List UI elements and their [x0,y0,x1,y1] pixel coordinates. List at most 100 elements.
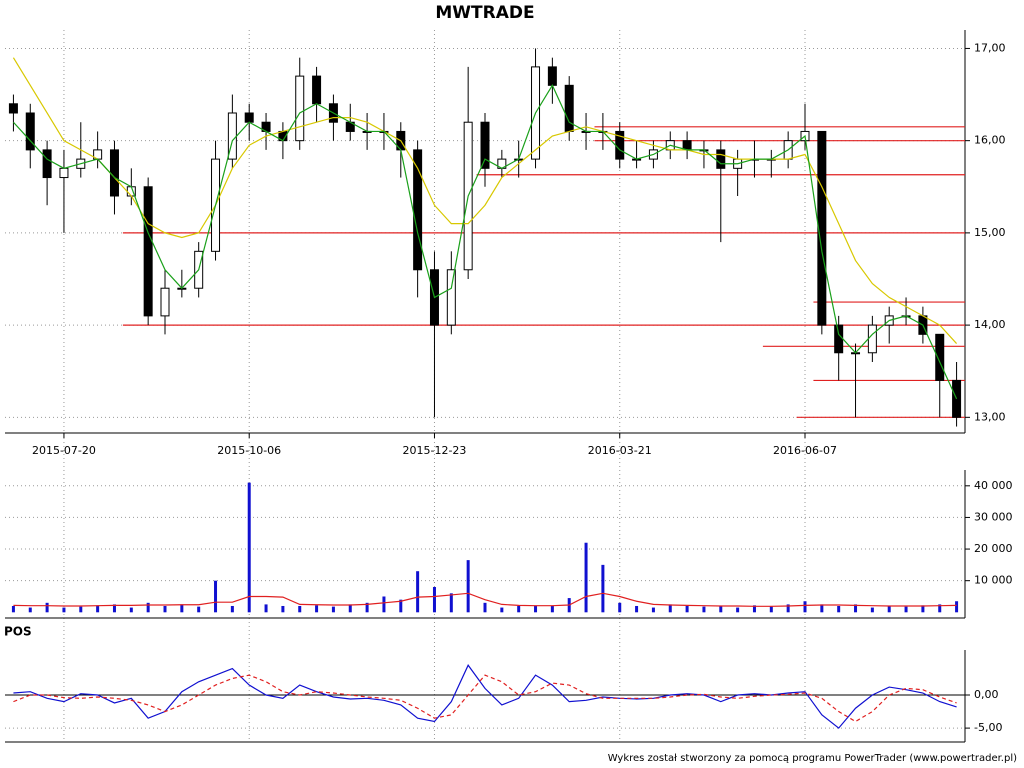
oscillator-line [13,674,957,723]
volume-bar [45,602,49,613]
y-tick-label: 30 000 [974,510,1013,523]
volume-bar [702,606,706,613]
volume-bar [466,560,470,613]
volume-bar [786,604,790,613]
volume-bar [483,602,487,613]
volume-average [13,592,957,607]
volume-bar [180,604,184,613]
volume-bar [736,607,740,613]
volume-bar [955,601,959,613]
footer: Wykres został stworzony za pomocą progra… [608,753,1017,764]
volume-bar [534,605,538,613]
volume-bar [416,571,420,613]
panel-title: POS [4,625,32,639]
candle-body [312,75,322,105]
volume-bar [382,596,386,613]
y-tick-label: -5,00 [974,721,1002,734]
y-tick-label: 40 000 [974,479,1013,492]
volume-bar [298,605,302,613]
volume-bar [635,605,639,613]
oscillator-line [13,664,957,729]
y-tick-label: 10 000 [974,574,1013,587]
volume-bar [315,605,319,613]
candle-body [143,186,153,317]
candle-body [935,333,945,381]
volume-bar [668,604,672,613]
candle-body [8,103,18,114]
volume-bar [651,607,655,613]
volume-bar [365,602,369,613]
volume-bar [550,605,554,613]
volume-bar [938,604,942,613]
y-tick-label: 15,00 [974,226,1006,239]
volume-bar [96,605,100,613]
y-tick-label: 16,00 [974,134,1006,147]
volume-bar [618,602,622,613]
volume-bar [449,593,453,613]
volume-bar [112,604,116,613]
candle-body [160,287,170,317]
candle-body [446,269,456,326]
candle-body [295,75,305,142]
candle-body [867,324,877,354]
volume-bar [214,580,218,613]
volume-bar [79,606,83,613]
volume-bar [129,607,133,613]
x-tick-label: 2015-10-06 [217,444,281,457]
volume-bar [11,605,15,613]
candle-body [25,112,35,151]
volume-bar [719,605,723,613]
volume-bar [399,599,403,613]
volume-bar [854,604,858,613]
x-tick-label: 2016-06-07 [773,444,837,457]
volume-bar [230,605,234,613]
y-tick-label: 13,00 [974,410,1006,423]
volume-bar [163,605,167,613]
volume-bar [601,564,605,613]
candle-body [817,130,827,326]
candle-body [547,66,557,86]
candle-body [413,149,423,271]
volume-bar [584,542,588,613]
candle-body [109,149,119,197]
volume-bar [887,605,891,613]
moving-average [12,57,958,344]
volume-bar [28,607,32,613]
y-tick-label: 0,00 [974,688,999,701]
candle-body [564,84,574,132]
volume-bar [247,482,251,613]
candle-body [834,324,844,354]
volume-bar [264,604,268,613]
volume-bar [904,606,908,613]
x-tick-label: 2015-07-20 [32,444,96,457]
chart-title: MWTRADE [435,3,534,23]
volume-bar [197,606,201,613]
volume-bar [500,607,504,613]
y-tick-label: 14,00 [974,318,1006,331]
candle-body [59,167,69,179]
y-tick-label: 20 000 [974,542,1013,555]
x-tick-label: 2016-03-21 [588,444,652,457]
volume-bar [517,605,521,613]
volume-bar [803,601,807,613]
volume-bar [146,602,150,613]
volume-bar [820,604,824,613]
volume-bar [921,605,925,613]
volume-bar [348,604,352,613]
volume-bar [837,605,841,613]
volume-bar [331,606,335,613]
moving-average [12,84,958,400]
volume-bar [870,607,874,613]
volume-bar [769,606,773,613]
volume-bar [432,587,436,613]
volume-bar [685,605,689,613]
candle-body [244,112,254,123]
y-tick-label: 17,00 [974,41,1006,54]
x-tick-label: 2015-12-23 [403,444,467,457]
volume-bar [281,605,285,613]
candle-body [480,121,490,169]
volume-bar [752,605,756,613]
candle-body [716,149,726,169]
